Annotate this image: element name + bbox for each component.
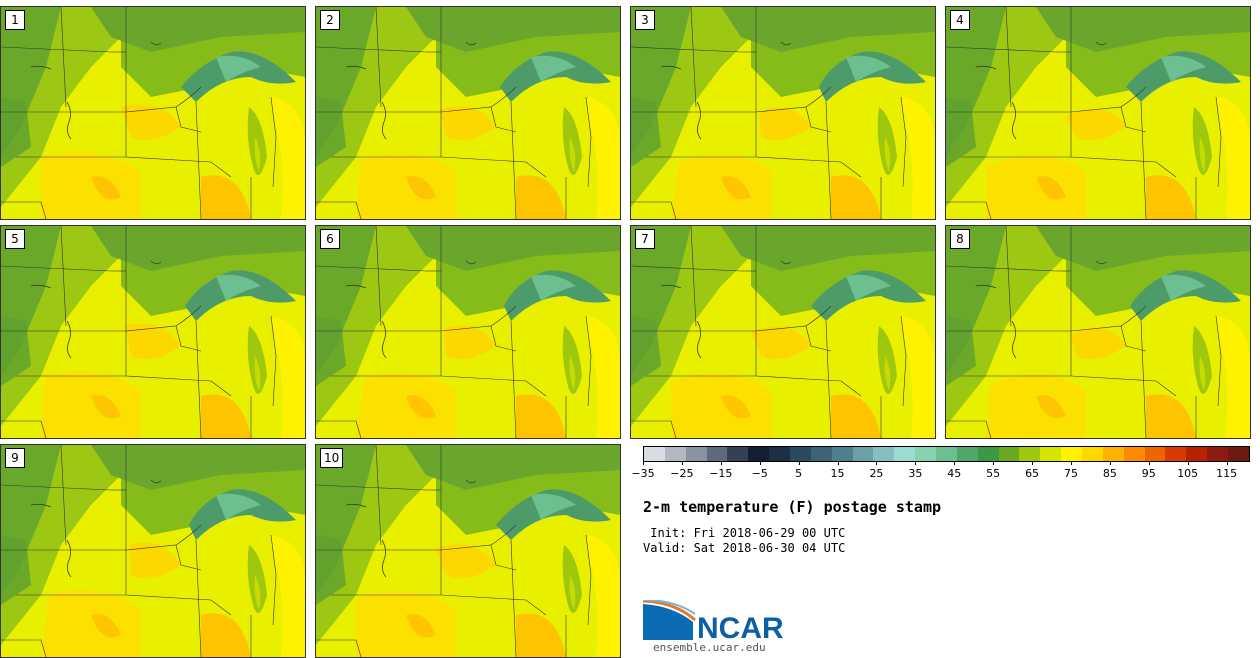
colorbar-segment bbox=[1040, 447, 1062, 461]
colorbar-tick-mark bbox=[759, 461, 761, 465]
valid-time: Valid: Sat 2018-06-30 04 UTC bbox=[643, 541, 846, 555]
panel-label: 7 bbox=[635, 229, 655, 249]
panel-label: 1 bbox=[5, 10, 25, 30]
colorbar-segment bbox=[831, 447, 853, 461]
colorbar-tick-label: 105 bbox=[1177, 467, 1199, 480]
temperature-map bbox=[316, 445, 620, 657]
ncar-logo[interactable]: NCAR bbox=[642, 599, 793, 645]
logo-url[interactable]: ensemble.ucar.edu bbox=[653, 641, 766, 654]
temperature-map bbox=[316, 226, 620, 438]
temperature-map bbox=[1, 7, 305, 219]
colorbar-tick-mark bbox=[993, 461, 995, 465]
colorbar-segment bbox=[727, 447, 749, 461]
colorbar-tick-mark bbox=[681, 461, 683, 465]
panel-label: 4 bbox=[950, 10, 970, 30]
stamp-panel-3: 3 bbox=[630, 6, 936, 220]
stamp-panel-7: 7 bbox=[630, 225, 936, 439]
stamp-panel-5: 5 bbox=[0, 225, 306, 439]
colorbar-tick-label: 5 bbox=[795, 467, 803, 480]
stamp-panel-6: 6 bbox=[315, 225, 621, 439]
colorbar-segment bbox=[1061, 447, 1083, 461]
colorbar-tick-label: −25 bbox=[670, 467, 694, 480]
colorbar-tick-mark bbox=[837, 461, 839, 465]
stamp-panel-10: 10 bbox=[315, 444, 621, 658]
colorbar-segment bbox=[1123, 447, 1145, 461]
temperature-map bbox=[631, 7, 935, 219]
colorbar-segment bbox=[1102, 447, 1124, 461]
colorbar-segment bbox=[998, 447, 1020, 461]
colorbar-segment bbox=[644, 447, 665, 461]
colorbar-tick-mark bbox=[643, 461, 644, 465]
temperature-map bbox=[316, 7, 620, 219]
colorbar-tick-label: 95 bbox=[1141, 467, 1156, 480]
colorbar-tick-label: −5 bbox=[751, 467, 768, 480]
panel-label: 3 bbox=[635, 10, 655, 30]
colorbar-tick-label: 35 bbox=[908, 467, 923, 480]
colorbar-segment bbox=[1207, 447, 1229, 461]
colorbar-segment bbox=[1186, 447, 1208, 461]
stamp-panel-2: 2 bbox=[315, 6, 621, 220]
colorbar-segment bbox=[873, 447, 895, 461]
colorbar-tick-label: 25 bbox=[869, 467, 884, 480]
stamp-panel-1: 1 bbox=[0, 6, 306, 220]
temperature-map bbox=[946, 7, 1250, 219]
colorbar-segment bbox=[894, 447, 916, 461]
colorbar-segment bbox=[664, 447, 686, 461]
init-time: Init: Fri 2018-06-29 00 UTC bbox=[643, 526, 846, 540]
temperature-map bbox=[1, 226, 305, 438]
logo-text: NCAR bbox=[697, 612, 784, 642]
panel-label: 10 bbox=[320, 448, 344, 468]
colorbar-segment bbox=[936, 447, 957, 461]
colorbar-tick-mark bbox=[1032, 461, 1034, 465]
ncar-logo-graphic: NCAR bbox=[642, 599, 784, 645]
map-title: 2-m temperature (F) postage stamp bbox=[643, 498, 942, 516]
colorbar-segment bbox=[790, 447, 811, 461]
temperature-colorbar bbox=[643, 446, 1250, 462]
colorbar-tick-label: 15 bbox=[830, 467, 845, 480]
colorbar-segment bbox=[685, 447, 707, 461]
colorbar-segment bbox=[769, 447, 791, 461]
temperature-map bbox=[946, 226, 1250, 438]
colorbar-tick-mark bbox=[915, 461, 917, 465]
colorbar-segment bbox=[810, 447, 832, 461]
stamp-panel-9: 9 bbox=[0, 444, 306, 658]
colorbar-tick-mark bbox=[798, 461, 800, 465]
colorbar-segment bbox=[915, 447, 937, 461]
colorbar-segment bbox=[852, 447, 874, 461]
colorbar-tick-label: −35 bbox=[631, 467, 655, 480]
colorbar-tick-label: 75 bbox=[1063, 467, 1078, 480]
colorbar-segment bbox=[1019, 447, 1041, 461]
colorbar-tick-label: 85 bbox=[1102, 467, 1117, 480]
colorbar-segment bbox=[977, 447, 999, 461]
colorbar-tick-label: 55 bbox=[986, 467, 1001, 480]
stamp-panel-4: 4 bbox=[945, 6, 1251, 220]
colorbar-tick-label: −15 bbox=[709, 467, 733, 480]
panel-label: 8 bbox=[950, 229, 970, 249]
colorbar-tick-label: 45 bbox=[947, 467, 962, 480]
colorbar-segment bbox=[1228, 447, 1249, 461]
colorbar-tick-label: 65 bbox=[1025, 467, 1040, 480]
colorbar-tick-mark bbox=[1148, 461, 1150, 465]
colorbar-segment bbox=[706, 447, 728, 461]
temperature-map bbox=[1, 445, 305, 657]
panel-label: 6 bbox=[320, 229, 340, 249]
colorbar-tick-label: 115 bbox=[1216, 467, 1238, 480]
panel-label: 2 bbox=[320, 10, 340, 30]
colorbar-tick-mark bbox=[954, 461, 956, 465]
panel-label: 5 bbox=[5, 229, 25, 249]
colorbar-segment bbox=[1082, 447, 1103, 461]
colorbar-segment bbox=[748, 447, 770, 461]
colorbar-segment bbox=[1165, 447, 1187, 461]
panel-label: 9 bbox=[5, 448, 25, 468]
colorbar-tick-mark bbox=[1226, 461, 1228, 465]
colorbar-segment bbox=[956, 447, 978, 461]
colorbar-tick-mark bbox=[876, 461, 878, 465]
colorbar-tick-mark bbox=[1109, 461, 1111, 465]
temperature-map bbox=[631, 226, 935, 438]
colorbar-tick-mark bbox=[1070, 461, 1072, 465]
colorbar-tick-mark bbox=[720, 461, 722, 465]
stamp-panel-8: 8 bbox=[945, 225, 1251, 439]
colorbar-segment bbox=[1144, 447, 1166, 461]
colorbar-tick-mark bbox=[1187, 461, 1189, 465]
